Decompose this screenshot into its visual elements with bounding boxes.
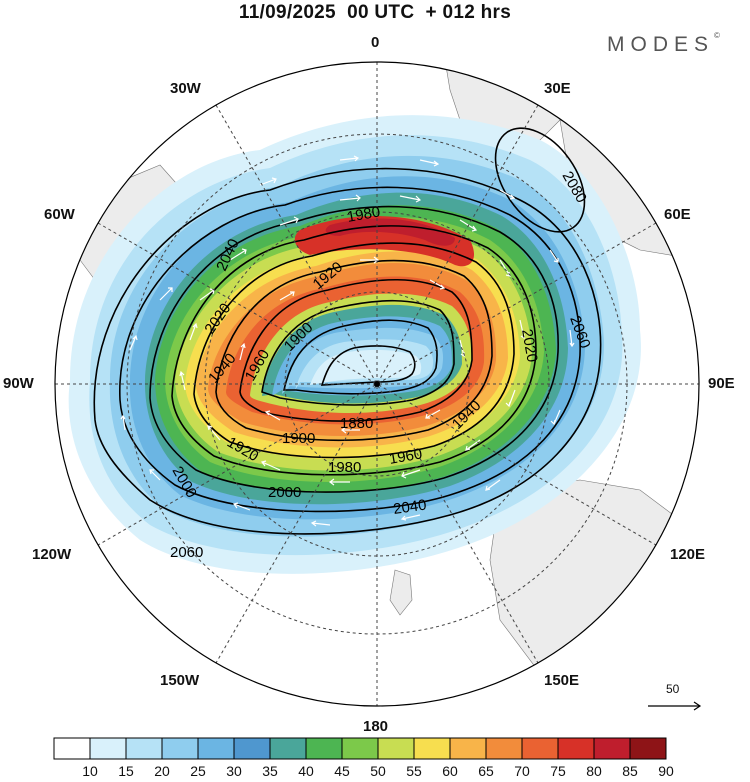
colorbar-swatch: [449, 737, 487, 760]
height-contours: [93, 127, 602, 535]
colorbar-tick-label: 55: [406, 763, 422, 779]
contour-label: 2060: [170, 544, 203, 561]
contour-label: 2020: [518, 328, 541, 364]
graticule: [55, 62, 699, 706]
contour-label: 2000: [268, 484, 301, 501]
colorbar-tick-label: 20: [154, 763, 170, 779]
colorbar-swatch: [161, 737, 199, 760]
colorbar-tick-label: 85: [622, 763, 638, 779]
reference-vector-arrow: [648, 701, 702, 711]
colorbar-tick-label: 70: [514, 763, 530, 779]
colorbar-tick-label: 35: [262, 763, 278, 779]
colorbar-swatch: [521, 737, 559, 760]
land-island: [389, 569, 413, 616]
logo-mark: ©: [714, 31, 720, 40]
colorbar-tick-label: 60: [442, 763, 458, 779]
colorbar-tick-label: 40: [298, 763, 314, 779]
colorbar-tick-label: 15: [118, 763, 134, 779]
colorbar-tick-label: 50: [370, 763, 386, 779]
lon-label-180: 180: [363, 718, 389, 735]
colorbar-tick-label: 80: [586, 763, 602, 779]
contour-label: 1960: [388, 445, 424, 468]
lon-label-90w: 90W: [3, 375, 34, 392]
colorbar-swatch: [485, 737, 523, 760]
colorbar-swatch: [377, 737, 415, 760]
modes-logo: MODES©: [607, 31, 720, 57]
lon-label-150w: 150W: [160, 672, 200, 689]
map-border: [54, 61, 700, 707]
chart-title: 11/09/2025 00 UTC + 012 hrs: [238, 2, 512, 23]
colorbar-swatch: [557, 737, 595, 760]
colorbar-tick-label: 65: [478, 763, 494, 779]
colorbar-swatch: [233, 737, 271, 760]
colorbar-swatch: [53, 737, 91, 760]
colorbar-tick-label: 90: [658, 763, 674, 779]
pole-marker: [374, 381, 380, 387]
lon-label-120e: 120E: [670, 546, 706, 563]
lon-label-30e: 30E: [544, 80, 571, 97]
colorbar-tick-label: 45: [334, 763, 350, 779]
colorbar-tick-label: 30: [226, 763, 242, 779]
colorbar-swatch: [629, 737, 667, 760]
reference-vector-value: 50: [666, 682, 680, 696]
colorbar-swatch: [125, 737, 163, 760]
lon-label-60e: 60E: [664, 206, 691, 223]
colorbar-swatch: [89, 737, 127, 760]
logo-text: MODES: [607, 33, 715, 56]
lon-label-120w: 120W: [32, 546, 72, 563]
colorbar-swatch: [197, 737, 235, 760]
contour-label: 1980: [346, 203, 382, 226]
lon-label-150e: 150E: [544, 672, 580, 689]
contour-label: 1880: [340, 415, 373, 432]
colorbar-swatch: [305, 737, 343, 760]
colorbar-tick-label: 75: [550, 763, 566, 779]
lon-label-0: 0: [371, 34, 380, 51]
contour-label: 1980: [328, 459, 361, 476]
lon-label-30w: 30W: [170, 80, 201, 97]
colorbar-tick-label: 25: [190, 763, 206, 779]
lon-label-60w: 60W: [44, 206, 75, 223]
colorbar-swatch: [341, 737, 379, 760]
contour-label: 1900: [282, 430, 315, 447]
colorbar-swatch: [413, 737, 451, 760]
colorbar-tick-label: 10: [82, 763, 98, 779]
colorbar-swatch: [269, 737, 307, 760]
contour-label: 2040: [392, 496, 427, 517]
colorbar-swatch: [593, 737, 631, 760]
lon-label-90e: 90E: [708, 375, 735, 392]
